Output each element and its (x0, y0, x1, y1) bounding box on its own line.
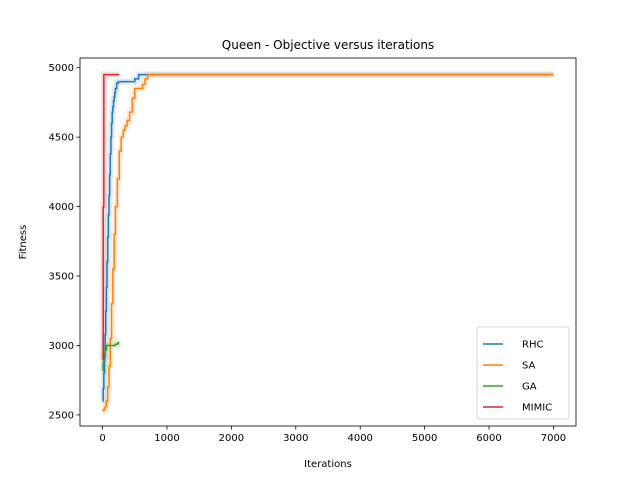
series-ga-line (102, 341, 120, 372)
y-tick-label: 3000 (49, 341, 74, 352)
series-layer (100, 71, 554, 414)
y-tick-label: 5000 (49, 63, 74, 74)
legend-label-ga: GA (522, 382, 537, 393)
chart-title: Queen - Objective versus iterations (222, 38, 434, 52)
x-tick-label: 5000 (412, 433, 437, 444)
y-axis-ticks: 2500 3000 3500 4000 4500 5000 (49, 63, 80, 421)
legend-label-sa: SA (522, 361, 536, 372)
legend-items: RHC SA GA MIMIC (483, 340, 552, 414)
x-tick-label: 2000 (219, 433, 244, 444)
legend-box (476, 326, 570, 420)
series-mimic-line (102, 73, 120, 361)
series-sa-line (102, 73, 554, 412)
plot-area: 0 1000 2000 3000 4000 5000 6000 7000 2500 3000 35… (49, 57, 577, 444)
y-tick-label: 3500 (49, 272, 74, 283)
axes-frame (79, 57, 577, 427)
x-axis-label: Iterations (304, 459, 352, 470)
series-rhc-line (102, 73, 554, 402)
x-tick-label: 4000 (347, 433, 372, 444)
y-tick-label: 4500 (49, 133, 74, 144)
x-tick-label: 3000 (283, 433, 308, 444)
legend: RHC SA GA MIMIC (476, 326, 570, 420)
x-axis-ticks: 0 1000 2000 3000 4000 5000 6000 7000 (99, 426, 566, 444)
legend-label-rhc: RHC (522, 340, 543, 351)
x-tick-label: 1000 (154, 433, 179, 444)
y-tick-label: 2500 (49, 410, 74, 421)
legend-label-mimic: MIMIC (522, 403, 552, 414)
x-tick-label: 7000 (541, 433, 566, 444)
x-tick-label: 0 (99, 433, 105, 444)
x-tick-label: 6000 (476, 433, 501, 444)
y-tick-label: 4000 (49, 202, 74, 213)
y-axis-label: Fitness (18, 225, 29, 260)
